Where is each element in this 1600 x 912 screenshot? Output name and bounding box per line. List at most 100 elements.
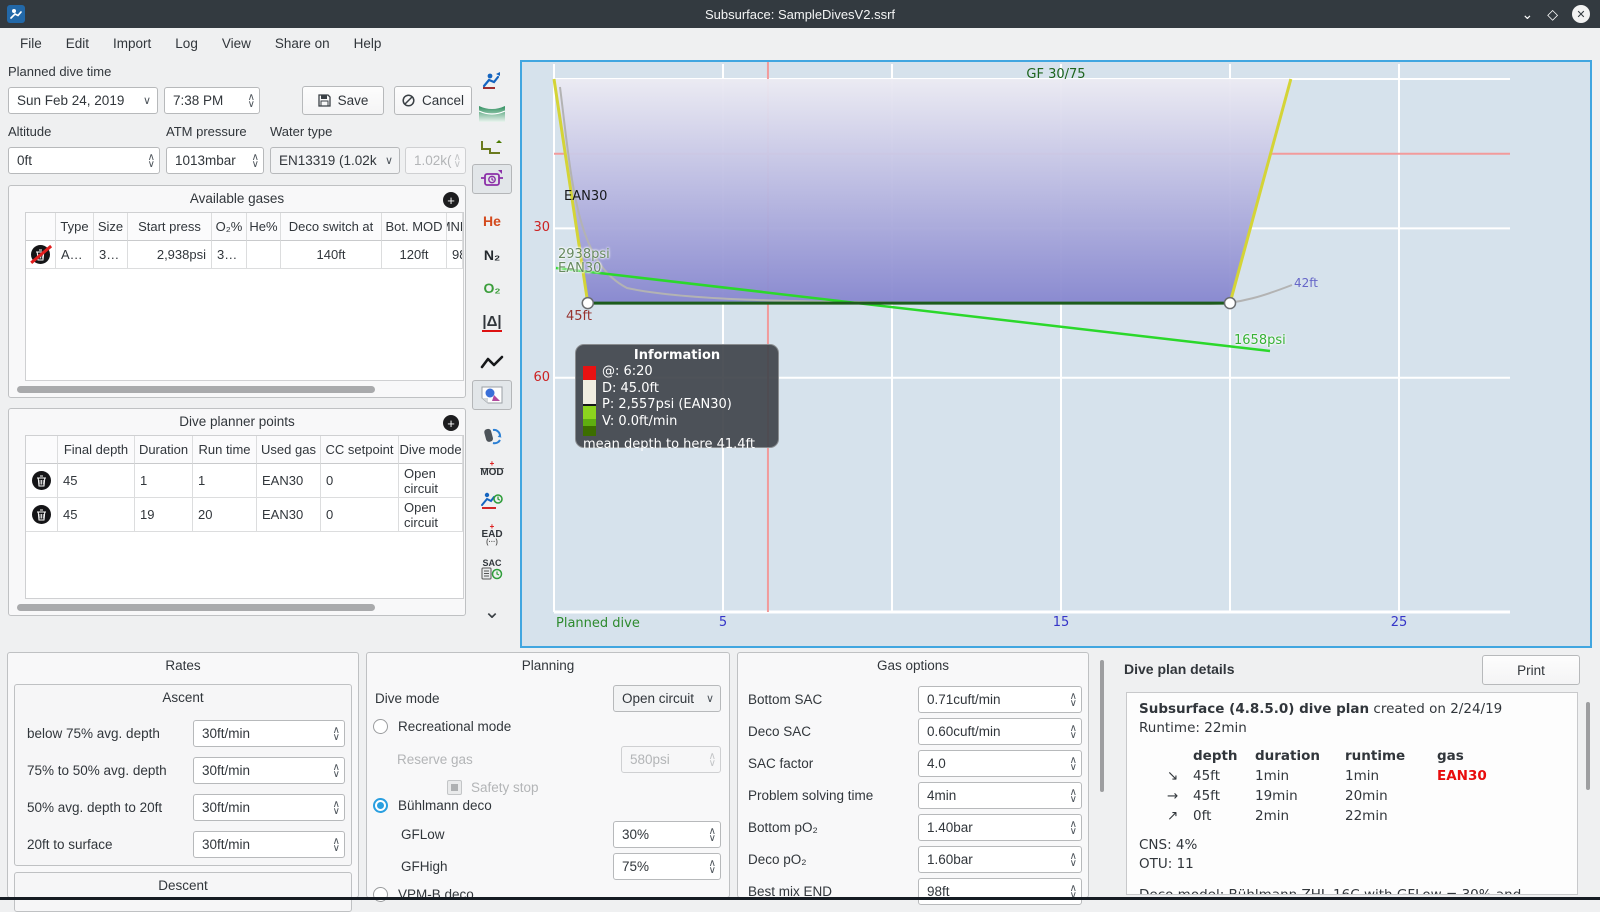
table-cell[interactable]: 0 [321, 498, 399, 532]
collapse-chevron-icon[interactable]: ⌄ [483, 600, 501, 623]
save-button[interactable]: Save [302, 86, 384, 115]
spin-arrows-icon[interactable]: ∧ ∨ [332, 835, 340, 854]
add-gas-button[interactable]: + [443, 192, 459, 208]
gfhigh-spinbox[interactable]: 75% ∧ ∨ [613, 853, 721, 880]
spin-arrows-icon[interactable]: ∧ ∨ [1069, 818, 1077, 837]
cancel-button[interactable]: Cancel [394, 86, 472, 115]
spin-arrows-icon[interactable]: ∧ ∨ [1069, 754, 1077, 773]
column-header[interactable]: Final depth [58, 436, 135, 464]
he-graph-icon[interactable]: He [483, 213, 501, 229]
spin-arrows-icon[interactable]: ∧ ∨ [708, 857, 716, 876]
table-cell[interactable]: 1 [135, 464, 193, 498]
table-cell[interactable]: 3… [94, 241, 128, 269]
spin-arrows-icon[interactable]: ∧ ∨ [1069, 786, 1077, 805]
spin-arrows-icon[interactable]: ∧ ∨ [332, 761, 340, 780]
ceiling-steps-icon[interactable] [472, 132, 512, 162]
menu-view[interactable]: View [221, 35, 251, 51]
gas-option-spinbox[interactable]: 0.60cuft/min ∧ ∨ [918, 718, 1082, 745]
o2-graph-icon[interactable]: O₂ [483, 280, 501, 296]
dive-mode-combobox[interactable]: Open circuit ∨ [613, 685, 721, 712]
spin-arrows-icon[interactable]: ∧ ∨ [1069, 722, 1077, 741]
table-cell[interactable]: 3… [212, 241, 247, 269]
radio-icon[interactable] [373, 719, 388, 734]
table-cell[interactable]: EAN30 [257, 464, 321, 498]
rate-spinbox[interactable]: 30ft/min ∧ ∨ [193, 720, 345, 747]
menu-share-on[interactable]: Share on [274, 35, 330, 51]
buhlmann-deco-option[interactable]: Bühlmann deco [373, 798, 492, 813]
ndl-runner-clock-icon[interactable] [472, 486, 512, 516]
menu-import[interactable]: Import [113, 35, 152, 51]
gas-option-spinbox[interactable]: 1.40bar ∧ ∨ [918, 814, 1082, 841]
table-cell[interactable]: EAN30 [257, 498, 321, 532]
table-cell[interactable]: 45 [58, 498, 135, 532]
delete-disabled-icon[interactable] [29, 245, 52, 264]
details-vscrollbar[interactable] [1586, 702, 1590, 790]
column-header[interactable]: He% [247, 213, 281, 241]
time-spinbox[interactable]: 7:38 PM ∧ ∨ [164, 87, 260, 114]
gas-option-spinbox[interactable]: 4.0 ∧ ∨ [918, 750, 1082, 777]
water-type-combobox[interactable]: EN13319 (1.02k ∨ [270, 147, 400, 174]
heartrate-zigzag-icon[interactable] [472, 348, 512, 378]
gas-option-spinbox[interactable]: 98ft ∧ ∨ [918, 878, 1082, 905]
atm-pressure-spinbox[interactable]: 1013mbar ∧ ∨ [166, 147, 264, 174]
column-header[interactable]: Deco switch at [281, 213, 382, 241]
profile-handle[interactable] [1223, 296, 1237, 310]
bottom-vscrollbar[interactable] [1100, 660, 1104, 792]
spin-arrows-icon[interactable]: ∧ ∨ [247, 91, 255, 110]
table-cell[interactable]: 45 [58, 464, 135, 498]
column-header[interactable]: Run time [193, 436, 257, 464]
column-header[interactable]: Dive mode [399, 436, 463, 464]
recreational-mode-option[interactable]: Recreational mode [373, 719, 511, 734]
delete-row-icon[interactable] [32, 471, 51, 490]
table-cell[interactable]: 2,938psi [128, 241, 212, 269]
table-cell[interactable]: Open circuit [399, 464, 463, 498]
gases-hscrollbar[interactable] [17, 386, 375, 393]
date-combobox[interactable]: Sun Feb 24, 2019 ∨ [8, 87, 158, 114]
column-header[interactable]: Type [56, 213, 94, 241]
spin-arrows-icon[interactable]: ∧ ∨ [332, 798, 340, 817]
add-point-button[interactable]: + [443, 415, 459, 431]
ead-icon[interactable]: + EAD (···) [481, 522, 503, 547]
table-cell[interactable]: 120ft [382, 241, 447, 269]
sac-calc-icon[interactable]: SAC [472, 554, 512, 584]
gas-option-spinbox[interactable]: 1.60bar ∧ ∨ [918, 846, 1082, 873]
swimmer-icon[interactable] [472, 66, 512, 96]
rate-spinbox[interactable]: 30ft/min ∧ ∨ [193, 794, 345, 821]
mod-icon[interactable]: + MOD [480, 458, 504, 478]
gflow-spinbox[interactable]: 30% ∧ ∨ [613, 821, 721, 848]
close-button-icon[interactable]: ✕ [1572, 5, 1590, 23]
delete-row-icon[interactable] [32, 505, 51, 524]
rate-spinbox[interactable]: 30ft/min ∧ ∨ [193, 757, 345, 784]
menu-log[interactable]: Log [175, 35, 198, 51]
table-cell[interactable]: 0 [321, 464, 399, 498]
menu-file[interactable]: File [20, 35, 42, 51]
table-cell[interactable]: 20 [193, 498, 257, 532]
column-header[interactable]: CC setpoint [321, 436, 399, 464]
gas-option-spinbox[interactable]: 4min ∧ ∨ [918, 782, 1082, 809]
spin-arrows-icon[interactable]: ∧ ∨ [708, 825, 716, 844]
menu-help[interactable]: Help [353, 35, 382, 51]
table-cell[interactable]: 140ft [281, 241, 382, 269]
rate-spinbox[interactable]: 30ft/min ∧ ∨ [193, 831, 345, 858]
print-button[interactable]: Print [1482, 655, 1580, 685]
radio-selected-icon[interactable] [373, 798, 388, 813]
gas-change-icon[interactable] [472, 420, 512, 450]
altitude-spinbox[interactable]: 0ft ∧ ∨ [8, 147, 160, 174]
dive-profile-chart[interactable]: GF 30/75 EAN30 2938psi EAN30 45ft 42ft 1… [520, 60, 1592, 648]
spin-arrows-icon[interactable]: ∧ ∨ [251, 151, 259, 170]
spin-arrows-icon[interactable]: ∧ ∨ [1069, 850, 1077, 869]
dc-ceiling-clock-icon[interactable] [472, 164, 512, 194]
column-header[interactable]: O₂% [212, 213, 247, 241]
spin-arrows-icon[interactable]: ∧ ∨ [147, 151, 155, 170]
gas-option-spinbox[interactable]: 0.71cuft/min ∧ ∨ [918, 686, 1082, 713]
spin-arrows-icon[interactable]: ∧ ∨ [332, 724, 340, 743]
minimize-button-icon[interactable]: ⌄ [1521, 5, 1534, 22]
table-cell[interactable] [247, 241, 281, 269]
n2-graph-icon[interactable]: N₂ [483, 247, 501, 263]
table-cell[interactable]: 98ft [447, 241, 463, 269]
maximize-button-icon[interactable]: ◇ [1547, 5, 1558, 22]
spin-arrows-icon[interactable]: ∧ ∨ [1069, 882, 1077, 901]
table-cell[interactable]: Open circuit [399, 498, 463, 532]
column-header[interactable]: Size [94, 213, 128, 241]
points-hscrollbar[interactable] [17, 604, 375, 611]
